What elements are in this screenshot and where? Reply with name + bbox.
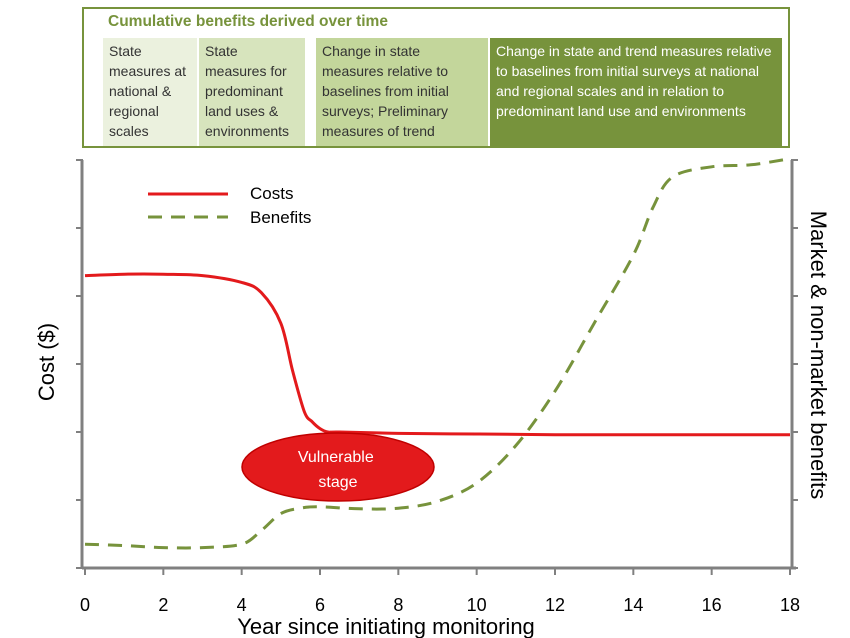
y-axis-title-right: Market & non-market benefits bbox=[806, 211, 831, 500]
annotation-vulnerable: Vulnerable stage bbox=[241, 432, 435, 502]
annotation-label-line-1: Vulnerable bbox=[298, 449, 374, 466]
stage-box-4: Change in state and trend measures relat… bbox=[490, 38, 782, 146]
stage-box-2: State measures for predominant land uses… bbox=[199, 38, 305, 146]
x-tick-label-14: 14 bbox=[623, 595, 643, 615]
legend: Costs Benefits bbox=[148, 184, 311, 227]
x-tick-label-8: 8 bbox=[393, 595, 403, 615]
x-ticks: 0 2 4 6 8 10 12 14 16 18 bbox=[80, 568, 800, 615]
annotation-label: Vulnerable stage bbox=[298, 449, 378, 491]
legend-label-benefits: Benefits bbox=[250, 208, 311, 227]
x-tick-label-10: 10 bbox=[467, 595, 487, 615]
annotation-label-line-2: stage bbox=[318, 474, 357, 491]
stage-box-3: Change in state measures relative to bas… bbox=[316, 38, 488, 146]
series-line-benefits bbox=[84, 157, 791, 550]
x-axis-title: Year since initiating monitoring bbox=[237, 614, 535, 638]
x-tick-label-16: 16 bbox=[702, 595, 722, 615]
series-line-costs bbox=[84, 272, 790, 437]
y-ticks bbox=[76, 159, 798, 569]
x-tick-label-12: 12 bbox=[545, 595, 565, 615]
stage-box-1: State measures at national & regional sc… bbox=[103, 38, 197, 146]
header-title: Cumulative benefits derived over time bbox=[108, 13, 388, 30]
x-tick-label-2: 2 bbox=[158, 595, 168, 615]
y-axis-title-left: Cost ($) bbox=[34, 323, 59, 401]
x-tick-label-18: 18 bbox=[780, 595, 800, 615]
x-tick-label-6: 6 bbox=[315, 595, 325, 615]
vulnerable-stage-ellipse bbox=[241, 432, 435, 502]
legend-label-costs: Costs bbox=[250, 184, 293, 203]
x-tick-label-0: 0 bbox=[80, 595, 90, 615]
x-tick-label-4: 4 bbox=[237, 595, 247, 615]
benefits-header-panel: Cumulative benefits derived over time St… bbox=[82, 7, 790, 148]
series-layer bbox=[84, 157, 791, 550]
